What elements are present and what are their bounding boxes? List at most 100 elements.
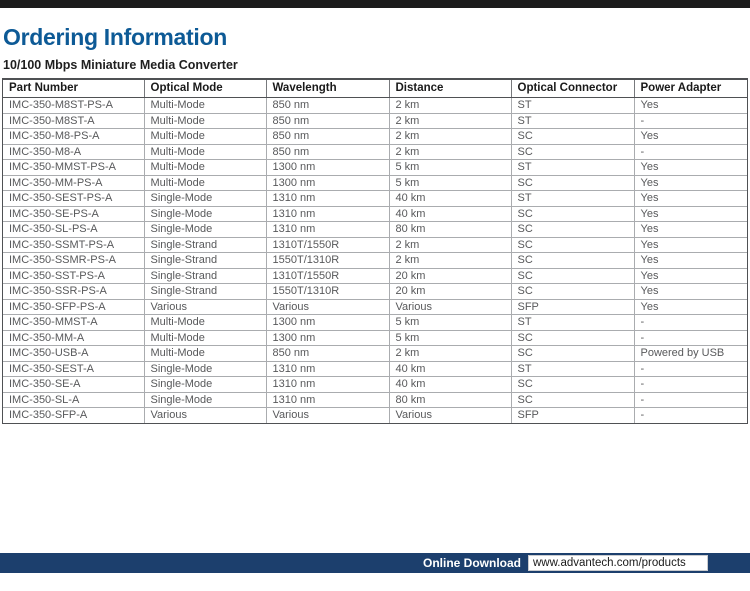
table-row: IMC-350-SFP-PS-A Various Various Various SFP… (3, 299, 747, 315)
table-cell: 40 km (389, 190, 512, 207)
table-cell: Various (144, 407, 267, 423)
table-cell: 2 km (389, 144, 512, 160)
table-cell: Single-Strand (144, 237, 267, 253)
table-cell: 80 km (389, 221, 512, 238)
footer-bar: Online Download www.advantech.com/produc… (0, 553, 750, 573)
table-cell: 1310T/1550R (266, 237, 390, 253)
table-cell: ST (511, 361, 635, 377)
table-cell: 850 nm (266, 345, 390, 362)
table-cell: 2 km (389, 113, 512, 129)
table-cell: Various (266, 299, 390, 315)
table-cell: 1310 nm (266, 376, 390, 393)
table-cell: IMC-350-USB-A (3, 345, 145, 362)
table-cell: Yes (634, 159, 747, 176)
table-cell: Yes (634, 175, 747, 191)
column-header-optical-mode: Optical Mode (144, 80, 267, 98)
table-cell: Multi-Mode (144, 345, 267, 362)
table-row: IMC-350-MM-A Multi-Mode 1300 nm 5 km SC - (3, 330, 747, 346)
table-cell: IMC-350-SE-PS-A (3, 206, 145, 222)
table-cell: Single-Strand (144, 283, 267, 300)
table-cell: Single-Mode (144, 206, 267, 222)
table-cell: IMC-350-SSMR-PS-A (3, 252, 145, 269)
table-row: IMC-350-MMST-PS-A Multi-Mode 1300 nm 5 km ST… (3, 159, 747, 176)
table-row: IMC-350-M8-PS-A Multi-Mode 850 nm 2 km SC Yes (3, 128, 747, 145)
column-header-power-adapter: Power Adapter (634, 80, 747, 98)
table-cell: Yes (634, 128, 747, 145)
table-cell: 1300 nm (266, 330, 390, 346)
table-cell: IMC-350-SFP-A (3, 407, 145, 423)
table-row: IMC-350-SL-PS-A Single-Mode 1310 nm 80 km SC… (3, 221, 747, 238)
table-cell: 40 km (389, 376, 512, 393)
table-row: IMC-350-SEST-A Single-Mode 1310 nm 40 km ST - (3, 361, 747, 377)
table-cell: 5 km (389, 330, 512, 346)
table-cell: IMC-350-SEST-PS-A (3, 190, 145, 207)
table-cell: 5 km (389, 175, 512, 191)
table-cell: 2 km (389, 237, 512, 253)
table-row: IMC-350-SSMR-PS-A Single-Strand 1550T/1310… (3, 252, 747, 269)
table-cell: 1310 nm (266, 392, 390, 408)
ordering-table: Part Number Optical Mode Wavelength Dist… (2, 78, 748, 424)
table-cell: Yes (634, 190, 747, 207)
table-cell: Single-Mode (144, 361, 267, 377)
table-cell: Yes (634, 206, 747, 222)
table-cell: Powered by USB (634, 345, 747, 362)
table-cell: - (634, 392, 747, 408)
table-cell: SC (511, 175, 635, 191)
table-cell: IMC-350-SSMT-PS-A (3, 237, 145, 253)
table-cell: - (634, 361, 747, 377)
table-cell: SC (511, 268, 635, 284)
table-cell: SC (511, 345, 635, 362)
table-cell: 20 km (389, 268, 512, 284)
table-cell: Single-Mode (144, 392, 267, 408)
table-cell: Multi-Mode (144, 159, 267, 176)
column-header-optical-connector: Optical Connector (511, 80, 635, 98)
table-row: IMC-350-SE-PS-A Single-Mode 1310 nm 40 km SC… (3, 206, 747, 222)
table-cell: IMC-350-MM-PS-A (3, 175, 145, 191)
table-cell: Multi-Mode (144, 330, 267, 346)
table-row: IMC-350-SSMT-PS-A Single-Strand 1310T/1550… (3, 237, 747, 253)
table-cell: SC (511, 206, 635, 222)
table-cell: IMC-350-SSR-PS-A (3, 283, 145, 300)
table-row: IMC-350-SSR-PS-A Single-Strand 1550T/1310R… (3, 283, 747, 300)
table-cell: IMC-350-SE-A (3, 376, 145, 393)
table-cell: 850 nm (266, 128, 390, 145)
table-cell: SC (511, 376, 635, 393)
table-cell: Yes (634, 221, 747, 238)
download-url-box: www.advantech.com/products (528, 555, 708, 571)
table-cell: IMC-350-SST-PS-A (3, 268, 145, 284)
table-cell: Single-Mode (144, 190, 267, 207)
table-cell: - (634, 314, 747, 331)
table-row: IMC-350-MM-PS-A Multi-Mode 1300 nm 5 km SC Ye… (3, 175, 747, 191)
table-cell: IMC-350-MMST-PS-A (3, 159, 145, 176)
table-cell: ST (511, 159, 635, 176)
table-cell: Yes (634, 283, 747, 300)
table-cell: IMC-350-M8-PS-A (3, 128, 145, 145)
table-cell: Multi-Mode (144, 113, 267, 129)
table-cell: SC (511, 392, 635, 408)
top-rule (0, 0, 750, 8)
table-row: IMC-350-SEST-PS-A Single-Mode 1310 nm 40 km… (3, 190, 747, 207)
table-row: IMC-350-USB-A Multi-Mode 850 nm 2 km SC Power… (3, 345, 747, 362)
table-cell: Yes (634, 252, 747, 269)
download-url-text[interactable]: www.advantech.com/products (533, 557, 686, 569)
table-cell: - (634, 113, 747, 129)
table-cell: Yes (634, 237, 747, 253)
table-cell: 5 km (389, 159, 512, 176)
table-row: IMC-350-M8ST-PS-A Multi-Mode 850 nm 2 km ST Y… (3, 97, 747, 114)
table-cell: Multi-Mode (144, 128, 267, 145)
table-cell: ST (511, 113, 635, 129)
table-cell: 1550T/1310R (266, 252, 390, 269)
table-cell: 850 nm (266, 97, 390, 114)
table-cell: IMC-350-MMST-A (3, 314, 145, 331)
table-cell: 80 km (389, 392, 512, 408)
table-header-row: Part Number Optical Mode Wavelength Dist… (3, 80, 747, 98)
table-cell: 1310 nm (266, 206, 390, 222)
page-title: Ordering Information (3, 24, 228, 50)
table-cell: - (634, 330, 747, 346)
table-cell: Single-Strand (144, 268, 267, 284)
table-cell: Various (389, 299, 512, 315)
table-cell: Various (144, 299, 267, 315)
table-cell: Single-Mode (144, 376, 267, 393)
table-cell: 1310T/1550R (266, 268, 390, 284)
online-download-label: Online Download (423, 556, 521, 570)
